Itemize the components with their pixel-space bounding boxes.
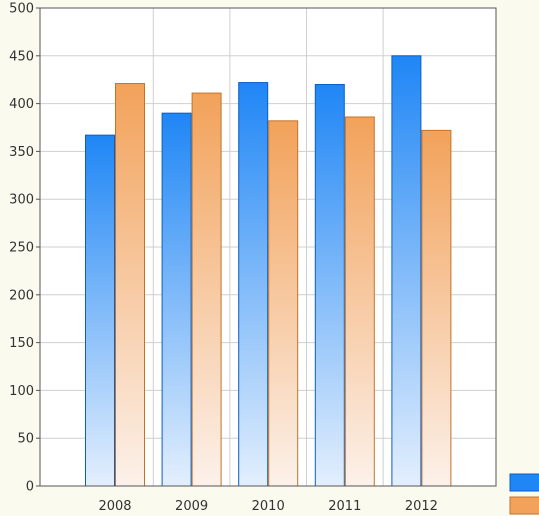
bar-series-1-2010 (238, 82, 269, 487)
y-tick-label: 500 (9, 2, 34, 17)
y-tick-label: 50 (17, 432, 34, 447)
x-axis: 2008 2009 2010 2011 2012 (98, 499, 437, 514)
legend-swatch-series-2 (509, 496, 539, 515)
bar-series-1-2008 (85, 134, 115, 487)
y-tick-label: 350 (9, 145, 34, 160)
y-axis: 0 50 100 150 200 250 300 350 400 450 500 (9, 2, 40, 495)
bar-series-1-2009 (161, 112, 192, 487)
y-tick-label: 150 (9, 336, 34, 351)
x-tick-label: 2010 (252, 499, 285, 514)
bar-series-1-2011 (314, 83, 345, 487)
bar-series-2-2008 (115, 83, 145, 487)
y-tick-label: 100 (9, 384, 34, 399)
bar-series-2-2009 (191, 92, 222, 487)
bar-series-2-2012 (421, 129, 452, 487)
legend (509, 473, 539, 515)
bar-series-1-2012 (391, 55, 422, 487)
x-tick-label: 2011 (328, 499, 361, 514)
legend-swatch-series-1 (509, 473, 539, 492)
x-tick-label: 2008 (98, 499, 131, 514)
bar-series-2-2011 (344, 116, 375, 487)
x-tick-label: 2012 (405, 499, 438, 514)
y-tick-label: 250 (9, 241, 34, 256)
y-tick-label: 0 (26, 480, 34, 495)
x-tick-label: 2009 (175, 499, 208, 514)
y-tick-label: 450 (9, 49, 34, 64)
y-tick-label: 400 (9, 97, 34, 112)
bars (85, 55, 452, 487)
y-tick-label: 300 (9, 193, 34, 208)
bar-series-2-2010 (268, 120, 299, 487)
y-tick-label: 200 (9, 288, 34, 303)
